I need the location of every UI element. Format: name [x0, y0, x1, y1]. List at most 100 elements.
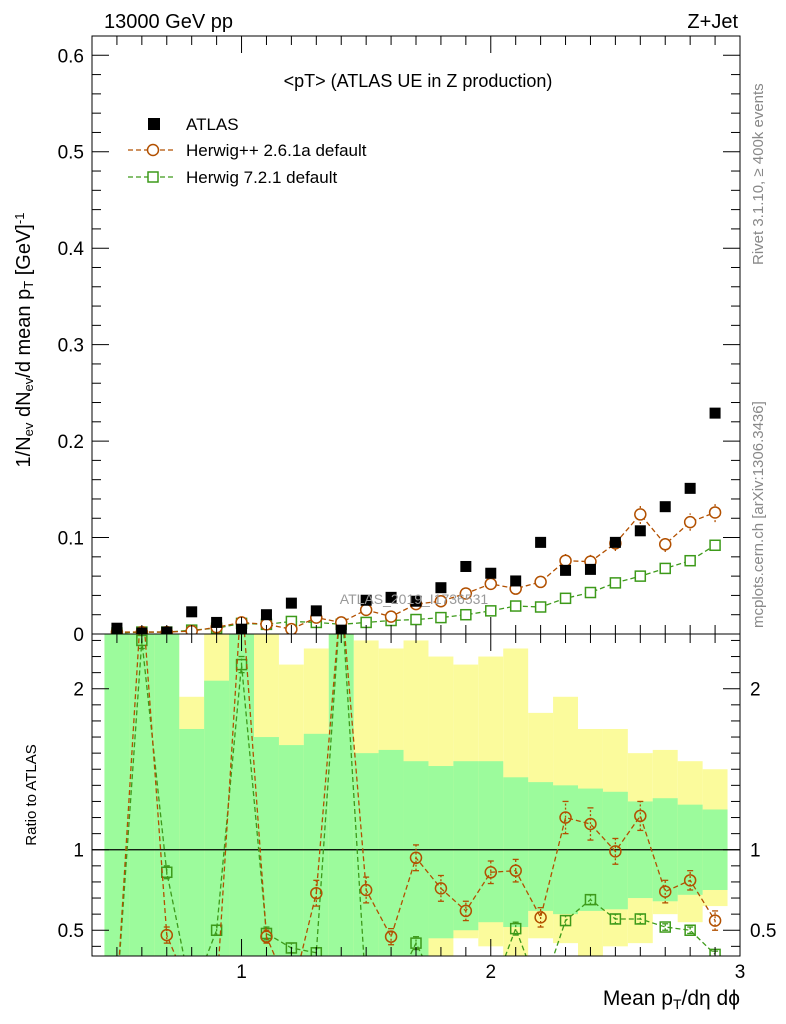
- herwig-old-point: [534, 575, 547, 589]
- main-y-tick-label: 0.4: [58, 239, 85, 260]
- ratio-herwig-old-point: [534, 911, 547, 924]
- main-y-tick-label: 0.5: [58, 143, 84, 164]
- herwig-old-point: [459, 587, 473, 600]
- ylabel-sup: -1: [12, 213, 27, 225]
- legend-square-marker: [147, 171, 159, 183]
- ratio-herwig-old-point: [609, 845, 622, 858]
- atlas-data-point: [634, 525, 646, 537]
- atlas-data-point: [584, 563, 596, 575]
- herwig-new-point: [684, 554, 696, 567]
- ratio-inner-band: [204, 680, 230, 956]
- atlas-data-point: [659, 501, 671, 513]
- x-tick-label: 2: [485, 962, 496, 983]
- atlas-data-point: [609, 536, 621, 548]
- ylabel-sub-ev: ev: [21, 422, 36, 436]
- ratio-y-tick-label: 2: [73, 680, 84, 701]
- ratio-inner-band: [179, 728, 205, 956]
- atlas-data-point: [684, 482, 696, 494]
- rivet-version-label: Rivet 3.1.10, ≥ 400k events: [750, 83, 767, 265]
- ratio-herwig-old-point: [584, 817, 597, 831]
- ratio-axis-ticks: 0.5 0.5 1 1 2 2 1 2 3: [58, 634, 776, 983]
- atlas-data-point: [435, 582, 447, 594]
- atlas-data-point: [510, 575, 522, 587]
- ylabel-part-3: /d mean p: [13, 289, 35, 378]
- ratio-herwig-old-point: [434, 882, 448, 895]
- plot-title: <pT> (ATLAS UE in Z production): [284, 71, 553, 91]
- ratio-inner-band: [503, 777, 529, 928]
- main-y-tick-label: 0.3: [58, 336, 84, 357]
- ratio-herwig-new-point: [210, 924, 223, 936]
- herwig-old-point: [434, 594, 448, 608]
- ratio-herwig-new-point: [584, 893, 597, 906]
- ratio-herwig-old-point: [409, 851, 423, 865]
- atlas-data-point: [310, 605, 322, 617]
- ylabel-part-2: dN: [13, 391, 35, 422]
- ratio-y-tick-label-right: 2: [750, 680, 761, 701]
- ratio-plot-marks: [92, 634, 740, 956]
- ratio-inner-band: [229, 634, 254, 956]
- herwig-old-point: [484, 577, 498, 591]
- ratio-inner-band: [254, 737, 279, 956]
- energy-label: 13000 GeV pp: [104, 11, 233, 33]
- ratio-herwig-old-point: [634, 809, 647, 823]
- herwig-new-point: [435, 611, 447, 624]
- herwig-new-point: [559, 592, 572, 605]
- xlabel-part-2: /dη dϕ: [682, 987, 740, 1010]
- main-axis-ticks: 0 0.1 0.2 0.3 0.4 0.5 0.6: [58, 35, 740, 646]
- ratio-herwig-old-point: [658, 885, 672, 898]
- legend-entry-label: Herwig++ 2.6.1a default: [186, 141, 367, 160]
- ylabel-part-4: [GeV]: [13, 224, 35, 281]
- atlas-data-point: [360, 594, 372, 606]
- process-label: Z+Jet: [687, 11, 738, 33]
- herwig-new-point: [485, 605, 497, 617]
- ratio-inner-band: [303, 733, 329, 956]
- atlas-data-point: [186, 606, 198, 618]
- ratio-herwig-old-point: [484, 866, 498, 879]
- herwig-new-point: [509, 600, 522, 612]
- herwig-new-point: [609, 577, 622, 589]
- atlas-data-point: [211, 616, 223, 628]
- atlas-data-point: [410, 595, 422, 607]
- main-plot-marks: [110, 407, 722, 634]
- ratio-herwig-old-point: [708, 914, 722, 927]
- ratio-inner-band: [428, 766, 454, 939]
- ratio-inner-band: [129, 634, 155, 956]
- herwig-new-point: [584, 586, 597, 599]
- atlas-data-point: [260, 609, 272, 621]
- herwig-new-point: [659, 562, 671, 575]
- legend-circle-marker: [146, 143, 160, 157]
- atlas-data-point: [285, 597, 297, 609]
- x-tick-label: 1: [236, 962, 247, 983]
- ratio-y-tick-label: 0.5: [58, 921, 84, 942]
- legend-entry-label: ATLAS: [186, 115, 239, 134]
- atlas-data-point: [385, 591, 397, 603]
- herwig-old-point: [384, 610, 398, 623]
- legend-atlas-marker: [148, 118, 160, 130]
- atlas-data-point: [485, 567, 497, 579]
- ratio-herwig-old-point: [683, 874, 697, 887]
- ylabel-sub-ev-2: ev: [21, 377, 36, 391]
- ratio-inner-band: [154, 634, 180, 956]
- herwig-new-point: [709, 539, 721, 552]
- ratio-inner-band: [478, 761, 504, 923]
- ratio-herwig-new-point: [634, 913, 647, 925]
- herwig-old-point: [634, 508, 647, 521]
- main-y-tick-label: 0.1: [58, 529, 84, 550]
- ratio-herwig-old-point: [310, 886, 323, 900]
- legend: ATLAS Herwig++ 2.6.1a default Herwig 7.2.1…: [128, 115, 367, 187]
- main-y-tick-label: 0.2: [58, 432, 84, 453]
- atlas-data-point: [460, 560, 472, 572]
- analysis-watermark: ATLAS_2019_I1736531: [340, 591, 489, 607]
- herwig-new-point: [534, 601, 547, 613]
- atlas-data-point: [560, 564, 572, 576]
- atlas-data-point: [535, 536, 547, 548]
- ratio-panel: 0.5 0.5 1 1 2 2 1 2 3 Ratio to ATLAS Mean pT/dη …: [23, 633, 776, 1012]
- x-axis-label: Mean pT/dη dϕ: [603, 987, 740, 1012]
- atlas-data-point: [709, 407, 721, 419]
- ratio-inner-band: [278, 745, 304, 956]
- herwig-old-point: [708, 506, 722, 519]
- ylabel-part-1: 1/N: [13, 436, 35, 467]
- ratio-y-tick-label-right: 0.5: [750, 921, 776, 942]
- mcplots-label: mcplots.cern.ch [arXiv:1306.3436]: [750, 401, 767, 628]
